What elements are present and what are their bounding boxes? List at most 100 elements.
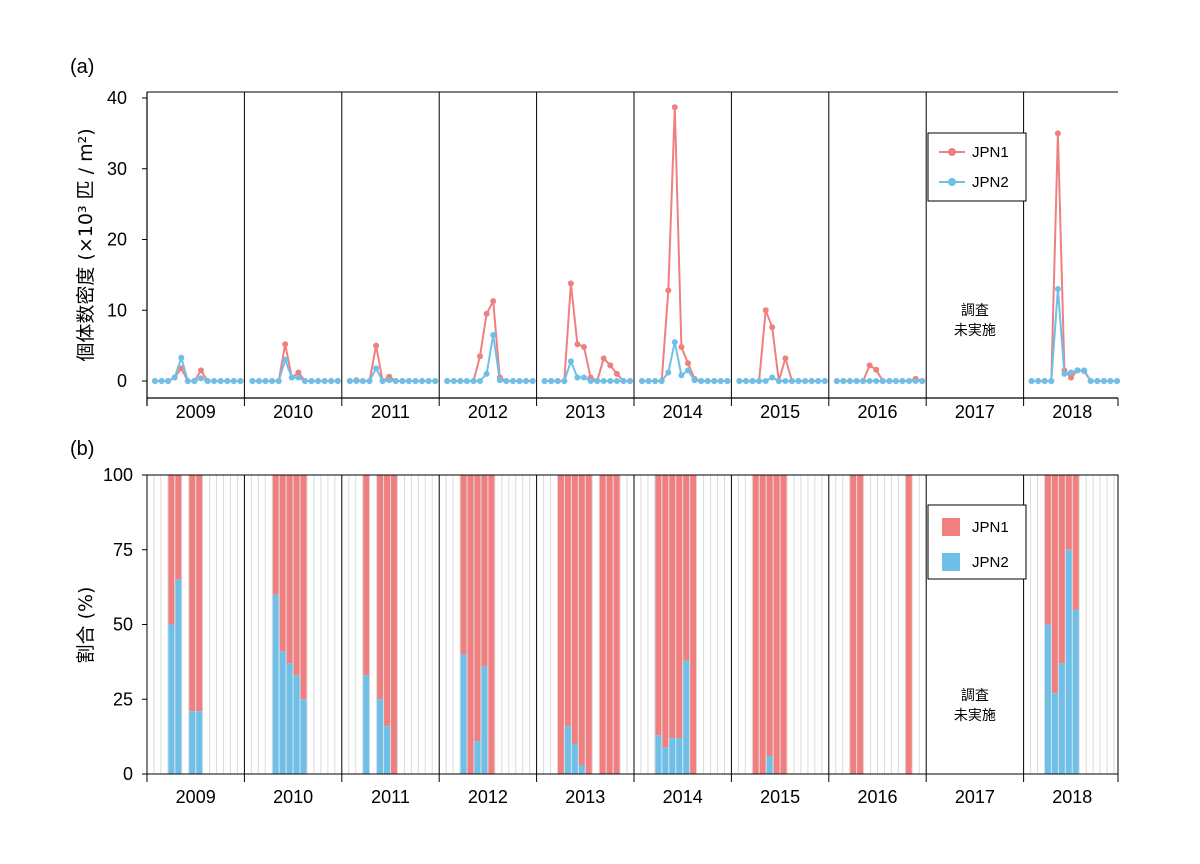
year-label: 2011 (371, 402, 410, 422)
legend-label-jpn1: JPN1 (972, 144, 1009, 161)
data-point-jpn2 (1107, 378, 1114, 384)
data-point-jpn2 (840, 378, 847, 384)
data-point-jpn2 (645, 378, 652, 384)
data-point-jpn1 (762, 307, 769, 314)
data-point-jpn2 (321, 378, 328, 384)
data-point-jpn2 (516, 378, 523, 384)
bar-segment-jpn1 (578, 475, 585, 766)
data-point-jpn2 (600, 378, 607, 384)
data-point-jpn1 (178, 365, 185, 372)
data-point-jpn2 (178, 354, 185, 361)
bar-segment-jpn1 (773, 475, 780, 774)
bar-segment-jpn1 (196, 475, 203, 712)
data-point-jpn2 (1028, 378, 1035, 384)
data-point-jpn2 (165, 378, 172, 384)
data-point-jpn2 (554, 378, 561, 384)
bar-segment-jpn2 (766, 756, 773, 774)
data-point-jpn2 (789, 378, 795, 384)
bar-segment-jpn1 (669, 475, 676, 739)
data-point-jpn2 (743, 378, 749, 384)
data-point-jpn2 (1087, 378, 1094, 384)
bar-segment-jpn1 (279, 475, 286, 652)
bar-segment-jpn2 (279, 651, 286, 774)
data-point-jpn2 (1048, 378, 1055, 384)
year-label: 2010 (273, 787, 313, 807)
data-point-jpn2 (899, 378, 906, 384)
panel-a-ylabel: 個体数密度 (×10³ 匹 / m²) (75, 128, 97, 361)
y-tick-label: 0 (123, 764, 133, 784)
data-point-jpn2 (282, 356, 289, 363)
data-point-jpn1 (1054, 130, 1061, 137)
y-tick-label: 30 (107, 159, 127, 179)
bar-segment-jpn1 (613, 475, 620, 774)
bar-segment-jpn1 (384, 475, 390, 727)
data-point-jpn2 (912, 378, 919, 384)
series-line-jpn2 (1031, 288, 1117, 382)
data-point-jpn2 (419, 378, 426, 384)
year-label: 2015 (760, 402, 800, 422)
data-point-jpn1 (574, 341, 581, 348)
data-point-jpn2 (224, 378, 231, 384)
data-point-jpn1 (678, 344, 685, 350)
data-point-jpn1 (373, 342, 380, 349)
bar-segment-jpn1 (557, 475, 564, 774)
bar-segment-jpn1 (1058, 475, 1065, 664)
data-point-jpn2 (405, 378, 412, 384)
bar-segment-jpn1 (488, 475, 495, 774)
data-point-jpn2 (399, 378, 406, 384)
bar-segment-jpn2 (474, 741, 481, 774)
data-point-jpn2 (1100, 378, 1107, 384)
data-point-jpn2 (1114, 378, 1120, 384)
bar-segment-jpn1 (1072, 475, 1079, 610)
bar-segment-jpn2 (683, 660, 690, 774)
data-point-jpn2 (302, 378, 308, 384)
data-point-jpn2 (567, 358, 574, 365)
bar-segment-jpn1 (905, 475, 912, 774)
panel-a-label: (a) (70, 56, 94, 78)
legend-swatch-jpn1 (942, 518, 960, 536)
bar-segment-jpn1 (585, 475, 592, 774)
bar-segment-jpn1 (683, 475, 690, 661)
data-point-jpn2 (594, 378, 601, 384)
year-label: 2017 (955, 787, 995, 807)
data-point-jpn2 (198, 375, 204, 382)
data-point-jpn2 (1068, 369, 1074, 376)
bar-segment-jpn1 (363, 475, 370, 676)
data-point-jpn2 (204, 378, 211, 384)
bar-segment-jpn2 (189, 711, 196, 774)
data-point-jpn2 (769, 374, 776, 381)
y-tick-label: 100 (103, 465, 133, 485)
data-point-jpn2 (548, 378, 555, 384)
bar-segment-jpn1 (662, 475, 669, 748)
data-point-jpn2 (373, 365, 380, 372)
bar-segment-jpn2 (662, 747, 669, 774)
bar-segment-jpn2 (1044, 624, 1051, 774)
data-point-jpn2 (346, 378, 353, 384)
data-point-jpn2 (457, 378, 464, 384)
series-line-jpn1 (447, 297, 533, 382)
data-point-jpn2 (724, 378, 731, 384)
data-point-jpn2 (308, 378, 315, 384)
data-point-jpn2 (671, 339, 678, 346)
data-point-jpn2 (425, 378, 432, 384)
data-point-jpn1 (282, 341, 289, 348)
data-point-jpn2 (237, 378, 244, 384)
bar-segment-jpn1 (759, 475, 766, 774)
legend-label-jpn2: JPN2 (972, 554, 1009, 571)
bar-segment-jpn1 (474, 475, 481, 742)
data-point-jpn2 (334, 378, 341, 384)
data-point-jpn2 (256, 378, 262, 384)
data-point-jpn1 (665, 287, 672, 294)
legend-box (927, 132, 1027, 202)
data-point-jpn2 (529, 378, 536, 384)
plot-border (146, 474, 1119, 775)
bar-segment-jpn2 (293, 675, 300, 774)
data-point-jpn1 (567, 280, 574, 287)
data-point-jpn2 (846, 378, 853, 384)
data-point-jpn2 (704, 378, 711, 384)
data-point-jpn2 (749, 378, 756, 384)
